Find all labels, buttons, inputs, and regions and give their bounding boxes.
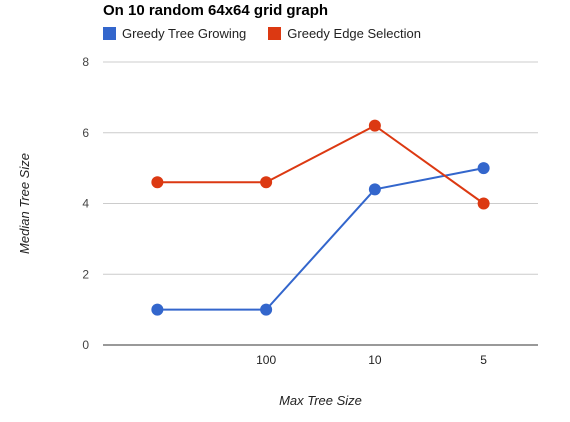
y-tick-label: 2 (82, 267, 89, 281)
legend-swatch (268, 27, 282, 40)
data-point-series-1 (260, 303, 273, 316)
legend: Greedy Tree Growing Greedy Edge Selectio… (103, 26, 443, 41)
data-point-series-1 (368, 183, 381, 196)
x-tick-label: 100 (256, 353, 276, 367)
y-tick-label: 4 (82, 197, 89, 211)
chart-title: On 10 random 64x64 grid graph (103, 2, 329, 19)
series-line-2 (157, 124, 485, 205)
y-tick-label: 0 (82, 338, 89, 352)
legend-swatch (103, 27, 116, 40)
x-axis-title: Max Tree Size (279, 393, 362, 408)
series-line-1 (157, 167, 484, 311)
x-tick-label: 10 (368, 353, 382, 367)
y-tick-label: 6 (82, 126, 89, 140)
data-point-series-2 (477, 197, 490, 210)
data-point-series-1 (151, 303, 164, 316)
legend-item-series-2[interactable]: Greedy Edge Selection (268, 26, 421, 41)
data-point-series-2 (368, 119, 381, 132)
data-point-series-1 (477, 162, 490, 175)
x-tick-label: 5 (480, 353, 487, 367)
y-tick-label: 8 (82, 55, 89, 69)
legend-label: Greedy Tree Growing (122, 26, 247, 41)
y-axis-title: Median Tree Size (17, 153, 32, 254)
data-point-series-2 (260, 176, 273, 189)
data-point-series-2 (151, 176, 164, 189)
legend-item-series-1[interactable]: Greedy Tree Growing (103, 26, 246, 41)
legend-label: Greedy Edge Selection (287, 26, 421, 41)
